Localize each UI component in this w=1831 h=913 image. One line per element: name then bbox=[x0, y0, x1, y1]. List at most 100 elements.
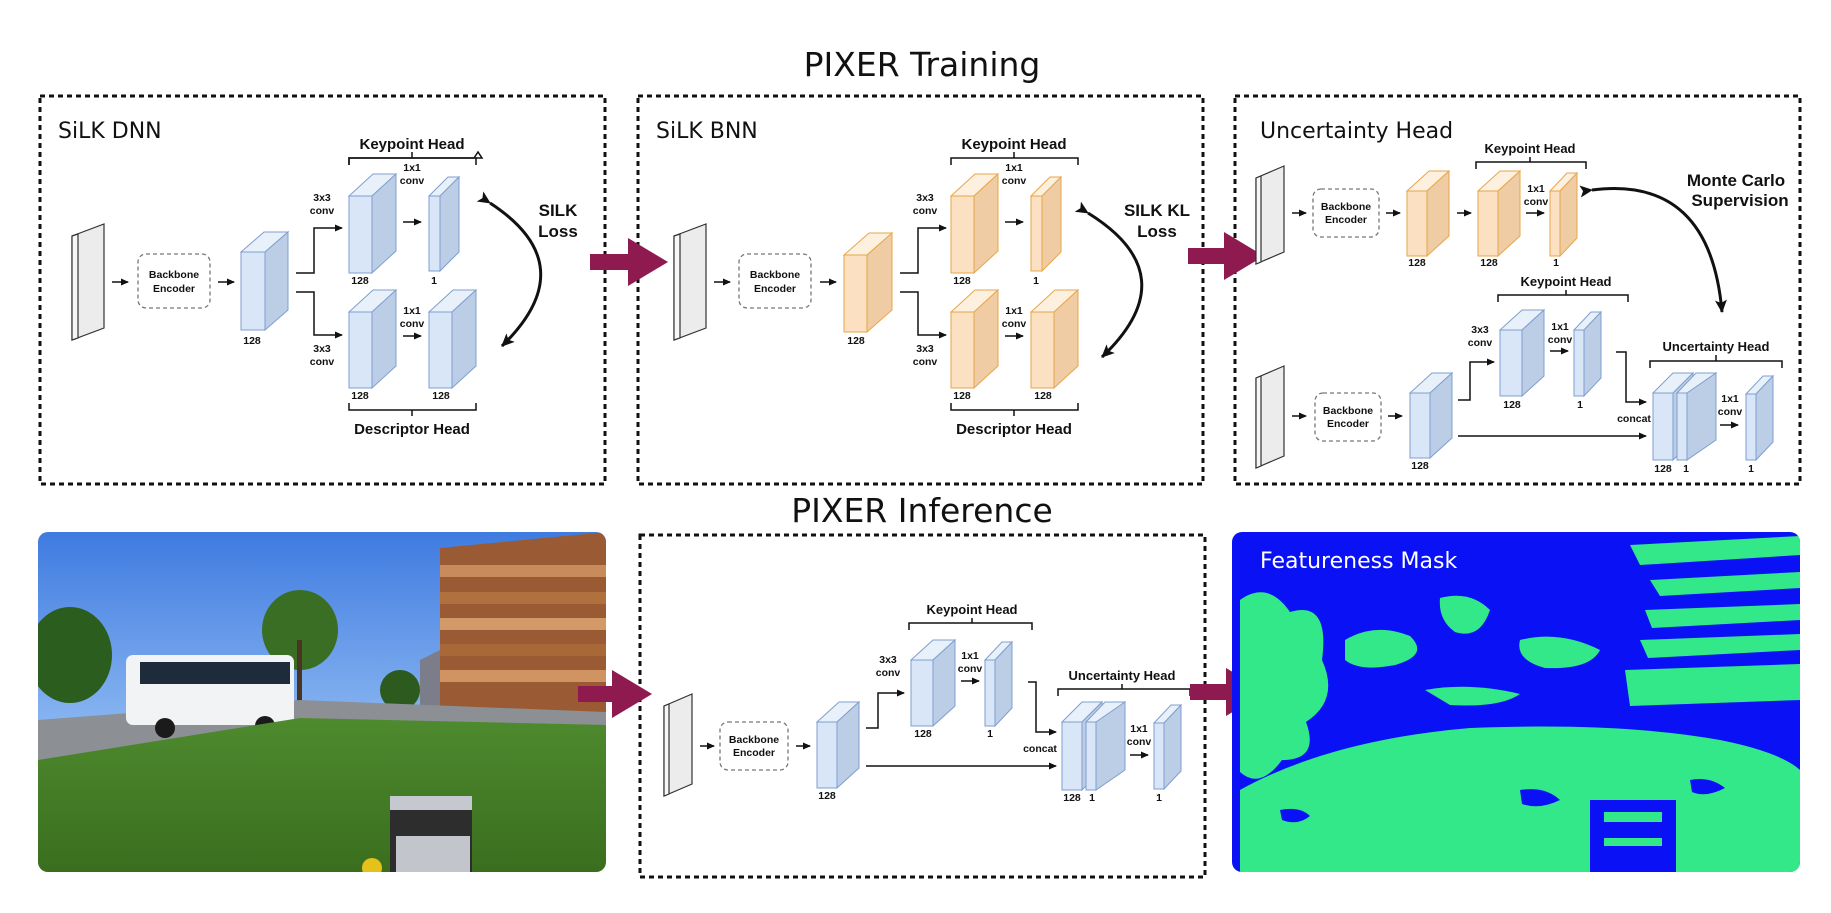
svg-text:conv: conv bbox=[1524, 196, 1549, 208]
svg-text:128: 128 bbox=[1063, 792, 1081, 804]
input-image-slab-top bbox=[1255, 165, 1285, 265]
svg-text:conv: conv bbox=[913, 205, 938, 217]
encoder-feature-block bbox=[815, 700, 861, 790]
svg-text:1: 1 bbox=[1577, 399, 1583, 411]
scene-photo bbox=[38, 532, 606, 872]
svg-text:1x1: 1x1 bbox=[1005, 162, 1023, 174]
flow-arrow-1 bbox=[590, 238, 668, 286]
descriptor-head-label: Descriptor Head bbox=[354, 421, 470, 438]
svg-text:1x1: 1x1 bbox=[1527, 183, 1545, 195]
keypoint-block-bottom-1 bbox=[1572, 310, 1603, 398]
featureness-mask bbox=[1232, 532, 1800, 872]
uncertainty-head-label: Uncertainty Head bbox=[1069, 668, 1176, 683]
encoder-feature-block bbox=[842, 231, 894, 334]
flow-arrow-2 bbox=[1188, 232, 1264, 280]
svg-text:Encoder: Encoder bbox=[1325, 214, 1367, 226]
svg-text:3x3: 3x3 bbox=[916, 192, 934, 204]
svg-text:conv: conv bbox=[310, 356, 335, 368]
input-image-slab-bottom bbox=[1255, 365, 1285, 469]
loss-arrow bbox=[1074, 201, 1144, 359]
svg-text:128: 128 bbox=[1503, 399, 1521, 411]
panel-title-silk-bnn: SiLK BNN bbox=[656, 119, 758, 144]
panel-uncertainty bbox=[1233, 94, 1802, 486]
keypoint-block-1 bbox=[1029, 175, 1063, 273]
svg-text:1x1: 1x1 bbox=[1551, 321, 1569, 333]
concat-label: concat bbox=[1023, 743, 1057, 755]
svg-text:Backbone: Backbone bbox=[149, 269, 199, 281]
loss-arrow bbox=[476, 191, 543, 348]
svg-text:conv: conv bbox=[400, 318, 425, 330]
backbone-encoder-box-bottom: Backbone Encoder bbox=[1314, 392, 1382, 442]
silk-kl-loss-label: SILK KL bbox=[1124, 201, 1190, 220]
svg-text:1x1: 1x1 bbox=[1130, 723, 1148, 735]
svg-text:conv: conv bbox=[913, 356, 938, 368]
descriptor-block-b bbox=[427, 288, 478, 390]
keypoint-block-1 bbox=[983, 640, 1014, 728]
descriptor-head-label: Descriptor Head bbox=[956, 421, 1072, 438]
svg-text:128: 128 bbox=[1034, 390, 1052, 402]
svg-text:128: 128 bbox=[1408, 257, 1426, 269]
input-image-slab bbox=[663, 693, 693, 797]
flow-arrow-3 bbox=[578, 670, 652, 718]
backbone-encoder-box: Backbone Encoder bbox=[738, 253, 812, 309]
training-title: PIXER Training bbox=[804, 45, 1041, 84]
svg-text:conv: conv bbox=[400, 175, 425, 187]
inference-network: Backbone Encoder 128 3x3 conv 128 1x1 co… bbox=[663, 602, 1191, 804]
monte-carlo-label: Monte Carlo bbox=[1687, 171, 1785, 190]
keypoint-block-top-128 bbox=[1476, 169, 1522, 258]
svg-text:1x1: 1x1 bbox=[403, 305, 421, 317]
concat-block-1 bbox=[1675, 372, 1718, 461]
svg-text:conv: conv bbox=[1548, 334, 1573, 346]
svg-text:conv: conv bbox=[1002, 175, 1027, 187]
svg-text:1: 1 bbox=[431, 275, 437, 287]
input-image-slab bbox=[71, 223, 105, 341]
svg-text:Encoder: Encoder bbox=[153, 283, 195, 295]
descriptor-block-a bbox=[949, 288, 1000, 390]
silk-dnn-network: Backbone Encoder 128 3x3 conv 3x3 conv 1… bbox=[71, 136, 578, 438]
svg-text:conv: conv bbox=[876, 667, 901, 679]
uncertainty-head-label: Uncertainty Head bbox=[1663, 339, 1770, 354]
svg-text:3x3: 3x3 bbox=[879, 654, 897, 666]
svg-text:128: 128 bbox=[351, 275, 369, 287]
silk-loss-label: SILK bbox=[539, 201, 578, 220]
keypoint-block-1 bbox=[427, 175, 461, 273]
svg-text:128: 128 bbox=[1654, 463, 1672, 475]
panel-title-silk-dnn: SiLK DNN bbox=[58, 119, 162, 144]
concat-label: concat bbox=[1617, 413, 1651, 425]
descriptor-block-b bbox=[1029, 288, 1080, 390]
svg-text:conv: conv bbox=[1127, 736, 1152, 748]
inference-title: PIXER Inference bbox=[791, 491, 1053, 530]
svg-text:Encoder: Encoder bbox=[733, 747, 775, 759]
silk-bnn-network: Backbone Encoder 128 3x3 conv 3x3 conv 1… bbox=[673, 136, 1190, 438]
panel-silk-dnn bbox=[38, 94, 607, 486]
input-image-slab bbox=[673, 223, 707, 341]
encoder-feature-block-top bbox=[1405, 169, 1451, 258]
uncertainty-output-block bbox=[1744, 374, 1775, 462]
svg-text:Loss: Loss bbox=[538, 222, 578, 241]
svg-text:128: 128 bbox=[953, 390, 971, 402]
svg-text:conv: conv bbox=[1002, 318, 1027, 330]
svg-text:128: 128 bbox=[847, 335, 865, 347]
svg-text:Backbone: Backbone bbox=[729, 734, 779, 746]
enc-dim: 128 bbox=[243, 335, 261, 347]
svg-text:1x1: 1x1 bbox=[961, 650, 979, 662]
svg-text:Backbone: Backbone bbox=[1321, 201, 1371, 213]
svg-text:128: 128 bbox=[953, 275, 971, 287]
svg-text:Encoder: Encoder bbox=[754, 283, 796, 295]
keypoint-head-label: Keypoint Head bbox=[926, 602, 1017, 617]
backbone-encoder-box: Backbone Encoder bbox=[719, 721, 789, 771]
svg-text:128: 128 bbox=[914, 728, 932, 740]
svg-text:1x1: 1x1 bbox=[1721, 393, 1739, 405]
backbone-encoder-box: Backbone Encoder bbox=[137, 253, 211, 309]
keypoint-block-bottom-128 bbox=[1498, 308, 1546, 398]
keypoint-head-label: Keypoint Head bbox=[359, 136, 464, 153]
svg-text:1: 1 bbox=[1748, 463, 1754, 475]
svg-text:1: 1 bbox=[1033, 275, 1039, 287]
svg-text:Backbone: Backbone bbox=[1323, 405, 1373, 417]
descriptor-block-a bbox=[347, 288, 398, 390]
svg-text:128: 128 bbox=[1480, 257, 1498, 269]
encoder-feature-block bbox=[239, 230, 290, 332]
svg-text:3x3: 3x3 bbox=[313, 343, 331, 355]
svg-text:1: 1 bbox=[1553, 257, 1559, 269]
